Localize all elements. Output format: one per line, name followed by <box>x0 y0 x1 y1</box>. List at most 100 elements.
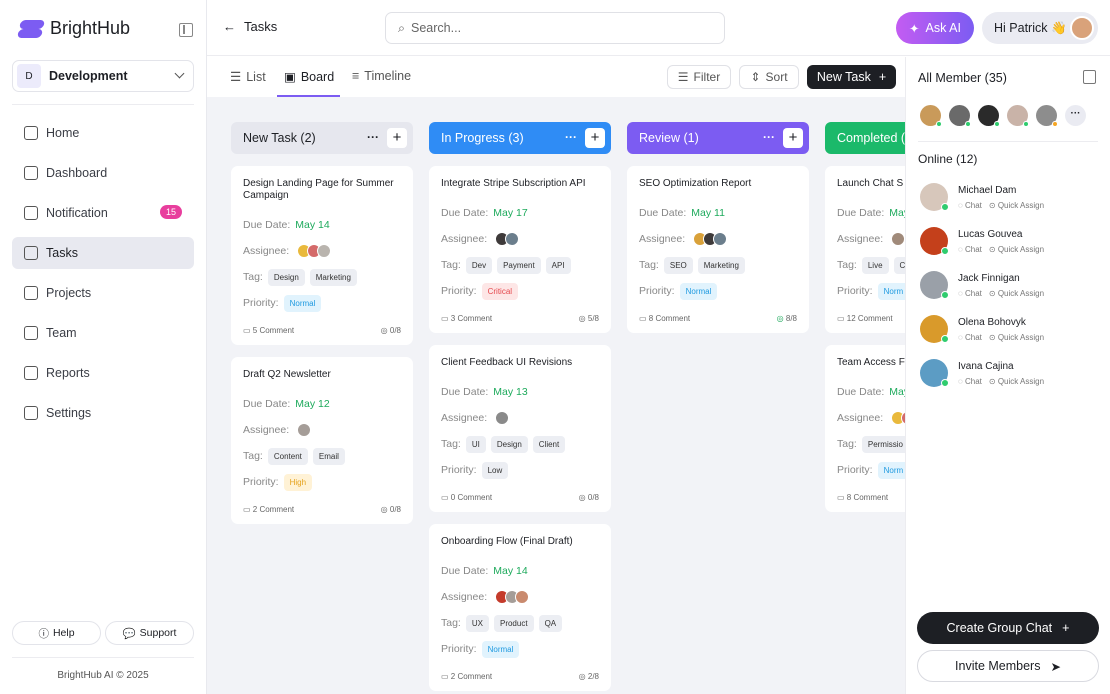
quick-assign-label: Quick Assign <box>997 333 1045 342</box>
chat-link[interactable]: ◌ Chat <box>958 289 982 298</box>
plus-icon: + <box>1062 621 1070 635</box>
help-button[interactable]: ⓘ Help <box>12 621 101 645</box>
new-task-label: New Task <box>816 70 871 84</box>
comments[interactable]: ▭ 3 Comment <box>441 314 492 323</box>
due-date-label: Due Date: <box>441 386 489 398</box>
assignee-row: Assignee: <box>639 226 797 252</box>
task-card[interactable]: Integrate Stripe Subscription API Due Dat… <box>429 166 611 333</box>
user-menu[interactable]: Hi Patrick 👋 <box>982 12 1098 44</box>
avatar[interactable] <box>515 590 530 604</box>
due-date-value: May 12 <box>295 398 330 410</box>
avatar[interactable] <box>505 232 520 246</box>
workspace-selector[interactable]: D Development <box>12 60 194 92</box>
quick-assign-link[interactable]: ⊙ Quick Assign <box>989 333 1044 342</box>
online-member[interactable]: Olena Bohovyk ◌ Chat ⊙ Quick Assign <box>920 315 1100 359</box>
priority-row: Priority: High <box>243 469 401 495</box>
member-avatar[interactable] <box>949 105 971 127</box>
logo[interactable]: BrightHub <box>16 18 130 39</box>
quick-assign-link[interactable]: ⊙ Quick Assign <box>989 377 1044 386</box>
comments[interactable]: ▭ 8 Comment <box>639 314 690 323</box>
ask-ai-button[interactable]: ✦ Ask AI <box>896 12 974 44</box>
sidebar-item-notification[interactable]: Notification 15 <box>12 197 194 229</box>
priority-row: Priority: Norm <box>837 457 905 483</box>
search-input[interactable] <box>411 21 692 35</box>
tab-board[interactable]: ▣ Board <box>284 69 334 85</box>
sidebar-item-settings[interactable]: Settings <box>12 397 194 429</box>
online-status-dot <box>941 291 949 299</box>
new-task-button[interactable]: New Task + <box>807 65 896 89</box>
sidebar-item-dashboard[interactable]: Dashboard <box>12 157 194 189</box>
more-options-icon[interactable]: ··· <box>565 130 577 144</box>
avatar[interactable] <box>495 411 510 425</box>
sidebar-item-projects[interactable]: Projects <box>12 277 194 309</box>
quick-assign-link[interactable]: ⊙ Quick Assign <box>989 201 1044 210</box>
invite-members-button[interactable]: Invite Members ➤ <box>917 650 1099 682</box>
avatar[interactable] <box>891 232 905 246</box>
status-dot <box>936 121 942 127</box>
comments[interactable]: ▭ 12 Comment <box>837 314 893 323</box>
quick-assign-link[interactable]: ⊙ Quick Assign <box>989 245 1044 254</box>
comments[interactable]: ▭ 8 Comment <box>837 493 888 502</box>
member-avatar[interactable] <box>1036 105 1058 127</box>
tab-list[interactable]: ☰ List <box>230 69 266 85</box>
avatar[interactable] <box>297 423 312 437</box>
create-group-chat-button[interactable]: Create Group Chat + <box>917 612 1099 644</box>
target-icon: ⊙ <box>988 201 998 210</box>
add-task-button[interactable]: + <box>783 128 803 148</box>
task-card[interactable]: Onboarding Flow (Final Draft) Due Date: Ma… <box>429 524 611 691</box>
chat-link[interactable]: ◌ Chat <box>958 201 982 210</box>
tab-label: Timeline <box>364 69 412 83</box>
comment-icon: ▭ <box>441 672 451 681</box>
chat-link[interactable]: ◌ Chat <box>958 245 982 254</box>
task-card[interactable]: Draft Q2 Newsletter Due Date: May 12 Assign… <box>231 357 413 524</box>
chat-label: Chat <box>964 333 982 342</box>
support-button[interactable]: 💬 Support <box>105 621 194 645</box>
avatar[interactable] <box>317 244 332 258</box>
status-dot <box>1052 121 1058 127</box>
filter-button[interactable]: ☰ Filter <box>667 65 731 89</box>
more-options-icon[interactable]: ··· <box>367 130 379 144</box>
header: ← Tasks ⌕ ✦ Ask AI Hi Patrick 👋 <box>207 0 1110 56</box>
sidebar-item-tasks[interactable]: Tasks <box>12 237 194 269</box>
online-member[interactable]: Michael Dam ◌ Chat ⊙ Quick Assign <box>920 183 1100 227</box>
add-task-button[interactable]: + <box>585 128 605 148</box>
checklist: ◎ 0/8 <box>381 505 401 514</box>
task-card[interactable]: SEO Optimization Report Due Date: May 11 As… <box>627 166 809 333</box>
more-options-icon[interactable]: ··· <box>763 130 775 144</box>
check-circle-icon: ◎ <box>380 505 390 514</box>
task-card[interactable]: Design Landing Page for Summer Campaign D… <box>231 166 413 345</box>
collapse-sidebar-icon[interactable] <box>179 23 193 37</box>
due-date-label: Due Date: <box>243 219 291 231</box>
collapse-panel-icon[interactable] <box>1083 70 1096 84</box>
sidebar-item-home[interactable]: Home <box>12 117 194 149</box>
more-members-button[interactable]: ··· <box>1065 105 1086 126</box>
sidebar-item-team[interactable]: Team <box>12 317 194 349</box>
quick-assign-link[interactable]: ⊙ Quick Assign <box>989 289 1044 298</box>
online-member[interactable]: Jack Finnigan ◌ Chat ⊙ Quick Assign <box>920 271 1100 315</box>
search-box[interactable]: ⌕ <box>385 12 725 44</box>
tab-timeline[interactable]: ≡ Timeline <box>352 69 411 83</box>
chat-link[interactable]: ◌ Chat <box>958 333 982 342</box>
avatar[interactable] <box>713 232 728 246</box>
priority-label: Priority: <box>837 464 873 476</box>
sidebar-item-label: Projects <box>46 286 92 300</box>
sidebar-item-reports[interactable]: Reports <box>12 357 194 389</box>
member-avatar[interactable] <box>1007 105 1029 127</box>
task-card[interactable]: Launch Chat S Due Date: May Assignee: Tag: Li… <box>825 166 905 333</box>
member-avatar[interactable] <box>978 105 1000 127</box>
comments[interactable]: ▭ 2 Comment <box>243 505 294 514</box>
comments[interactable]: ▭ 5 Comment <box>243 326 294 335</box>
comments[interactable]: ▭ 0 Comment <box>441 493 492 502</box>
comments[interactable]: ▭ 2 Comment <box>441 672 492 681</box>
back-button[interactable]: ← Tasks <box>223 19 277 34</box>
task-card[interactable]: Team Access F Due Date: May Assignee: Tag: Pe… <box>825 345 905 512</box>
online-member[interactable]: Ivana Cajina ◌ Chat ⊙ Quick Assign <box>920 359 1100 403</box>
online-status-dot <box>941 203 949 211</box>
member-name: Olena Bohovyk <box>958 317 1026 328</box>
add-task-button[interactable]: + <box>387 128 407 148</box>
sort-button[interactable]: ⇕ Sort <box>739 65 799 89</box>
task-card[interactable]: Client Feedback UI Revisions Due Date: May… <box>429 345 611 512</box>
member-avatar[interactable] <box>920 105 942 127</box>
chat-link[interactable]: ◌ Chat <box>958 377 982 386</box>
online-member[interactable]: Lucas Gouvea ◌ Chat ⊙ Quick Assign <box>920 227 1100 271</box>
